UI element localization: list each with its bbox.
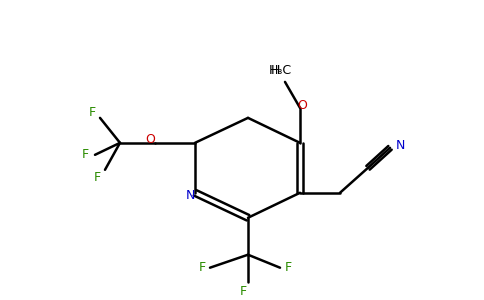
Text: F: F: [240, 285, 246, 298]
Text: F: F: [285, 261, 291, 274]
Text: N: N: [185, 189, 195, 202]
Text: N: N: [395, 139, 405, 152]
Text: H₃C: H₃C: [269, 64, 291, 77]
Text: H: H: [271, 64, 280, 77]
Text: F: F: [93, 171, 101, 184]
Text: O: O: [145, 133, 155, 146]
Text: O: O: [297, 99, 307, 112]
Text: F: F: [81, 148, 89, 161]
Text: F: F: [198, 261, 206, 274]
Text: F: F: [89, 106, 95, 119]
